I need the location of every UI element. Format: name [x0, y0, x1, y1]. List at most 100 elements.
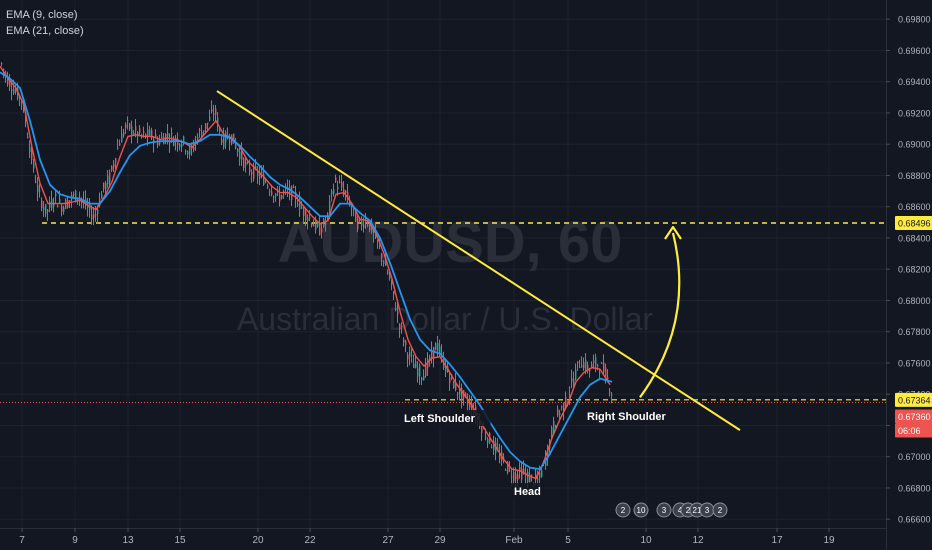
candle	[251, 169, 253, 183]
projection-arrow[interactable]	[639, 232, 681, 398]
ema21-line[interactable]	[0, 71, 613, 471]
event-flag-count: 3	[705, 506, 710, 515]
watermark-description: Australian Dollar / U.S. Dollar	[237, 301, 653, 337]
left-shoulder-label[interactable]: Left Shoulder	[400, 410, 491, 426]
watermark: AUDUSD, 60Australian Dollar / U.S. Dolla…	[237, 210, 653, 337]
candle	[293, 184, 295, 188]
candle	[577, 361, 579, 371]
candle-body	[439, 346, 441, 355]
candle	[179, 142, 181, 151]
candle-body	[547, 447, 549, 459]
candle-body	[125, 124, 127, 128]
candle-body	[79, 196, 81, 198]
candle-body	[313, 224, 315, 227]
countdown-label[interactable]: 06:06	[895, 423, 932, 438]
candle	[317, 221, 319, 228]
candle-body	[417, 368, 419, 377]
candle-body	[595, 357, 597, 366]
candle	[43, 200, 45, 217]
event-flag[interactable]: 3	[656, 502, 672, 518]
candle-body	[515, 473, 517, 480]
price-tick-label: 0.69200	[898, 108, 931, 118]
price-tick-label: 0.68600	[898, 202, 931, 212]
candle-body	[467, 401, 469, 405]
head-label[interactable]: Head	[510, 483, 545, 499]
last-price-label[interactable]: 0.67360	[895, 409, 932, 424]
price-tick-label: 0.68000	[898, 296, 931, 306]
time-tick-label: 7	[19, 535, 25, 546]
candle-body	[385, 260, 387, 266]
candle	[169, 133, 171, 153]
candle-body	[183, 136, 185, 143]
candle-body	[311, 223, 313, 226]
candle	[93, 207, 95, 226]
candle-body	[397, 311, 399, 315]
ema9-legend[interactable]: EMA (9, close)	[6, 9, 78, 21]
candle-body	[605, 367, 607, 381]
candle-body	[557, 408, 559, 416]
candle	[31, 146, 33, 165]
candle-body	[305, 210, 307, 221]
descending-trendline[interactable]	[216, 90, 741, 431]
neckline-price-label-text: 0.67364	[898, 395, 931, 405]
event-flag-icon	[656, 502, 672, 518]
neckline-price-label-bg	[895, 392, 932, 407]
candle-body	[75, 190, 77, 202]
candle-body	[55, 193, 57, 197]
candle-body	[185, 150, 187, 152]
candle	[555, 424, 557, 429]
candle-body	[379, 245, 381, 247]
indicator-legend: EMA (9, close) EMA (21, close)	[6, 7, 84, 39]
candle	[467, 393, 469, 412]
candle-body	[301, 207, 303, 209]
candle-body	[573, 379, 575, 386]
ema21-legend[interactable]: EMA (21, close)	[6, 25, 84, 37]
candle-body	[423, 375, 425, 381]
candle	[395, 302, 397, 312]
candle-body	[67, 200, 69, 208]
candle-body	[523, 468, 525, 473]
event-flag-count: 2	[621, 506, 626, 515]
candle-body	[205, 123, 207, 130]
candle	[595, 353, 597, 373]
candle-body	[587, 364, 589, 371]
candle-body	[581, 364, 583, 368]
candle-body	[255, 166, 257, 169]
event-flag[interactable]: 10	[633, 502, 649, 518]
head-label-bg	[510, 483, 545, 499]
candle-body	[295, 192, 297, 200]
candle	[61, 202, 63, 217]
time-axis[interactable]: 7 9 13 15 20 22 27 29 Feb 5 10 12 17 19	[0, 528, 886, 546]
candle	[547, 444, 549, 466]
candle-body	[603, 362, 605, 373]
event-flag[interactable]: 3	[699, 502, 715, 518]
candle	[209, 109, 211, 122]
candle	[129, 122, 131, 131]
resistance-price-label[interactable]: 0.68496	[895, 215, 932, 230]
candle	[149, 125, 151, 137]
candle	[487, 437, 489, 449]
candle	[15, 83, 17, 95]
candle	[267, 183, 269, 189]
candle	[339, 175, 341, 184]
candle-body	[187, 151, 189, 155]
candle	[237, 147, 239, 157]
candle-body	[3, 69, 5, 71]
candle-body	[129, 123, 131, 130]
candle-body	[291, 186, 293, 200]
candle-body	[419, 365, 421, 377]
candle-body	[267, 185, 269, 188]
candle	[201, 124, 203, 138]
price-axis[interactable]: 0.69800 0.69600 0.69400 0.69200 0.69000 0.688…	[886, 0, 931, 550]
right-shoulder-label[interactable]: Right Shoulder	[583, 408, 680, 424]
event-flag[interactable]: 2	[615, 502, 631, 518]
neckline-price-label[interactable]: 0.67364	[895, 392, 932, 407]
event-flag[interactable]: 2	[712, 502, 728, 518]
candle	[505, 468, 507, 471]
candle	[535, 467, 537, 486]
candle	[587, 361, 589, 374]
candle	[611, 392, 613, 404]
candle-body	[535, 473, 537, 479]
